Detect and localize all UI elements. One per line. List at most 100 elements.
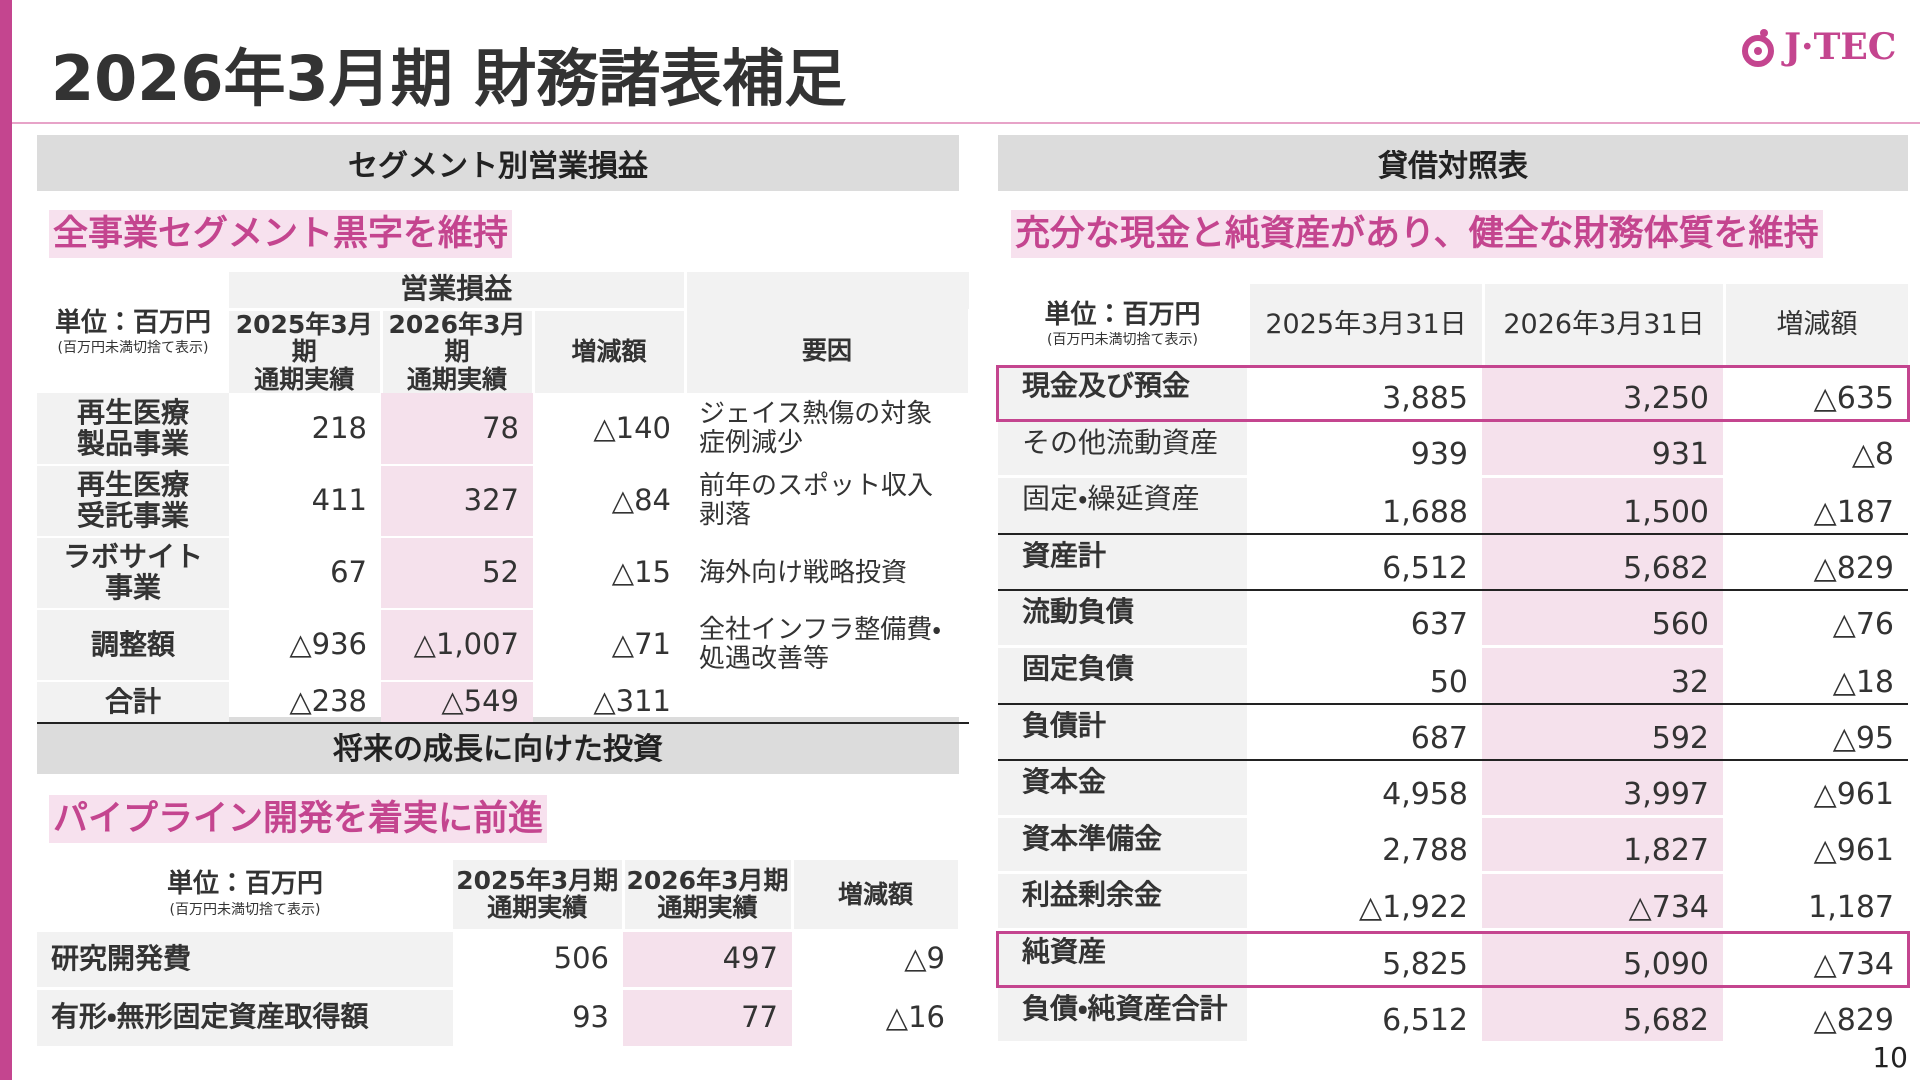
value-cell: 931 [1482, 421, 1723, 479]
value-cell: 52 [381, 537, 533, 609]
data-row: 再生医療 受託事業 411 327 △84 前年のスポット収入 剥落 [37, 465, 969, 538]
row-label: 固定・繰延資産 [998, 478, 1247, 535]
row-label: 合計 [37, 681, 229, 723]
row-label: 純資産 [998, 930, 1247, 988]
data-row: 固定・繰延資産 1,688 1,500 △187 [998, 478, 1908, 535]
column-header: 2026年3月期 通期実績 [381, 309, 535, 393]
value-cell: △9 [904, 941, 945, 976]
data-row: 資産計 6,512 5,682 △829 [998, 534, 1908, 592]
value-cell: △936 [289, 627, 367, 662]
value-cell: 939 [1247, 422, 1482, 479]
unit-label: 単位：百万円 [54, 307, 211, 338]
value-cell: 3,997 [1482, 761, 1723, 818]
value-cell: 93 [572, 999, 609, 1034]
highlighted-row: 純資産 5,825 5,090 △734 [998, 930, 1908, 988]
value-cell: 67 [330, 555, 367, 590]
balance-table: 単位：百万円 (百万円未満切捨て表示) 2025年3月31日 2026年3月31日 増減… [998, 284, 1908, 1045]
section-subtitle: パイプライン開発を着実に前進 [49, 795, 548, 843]
row-label: 再生医療 製品事業 [37, 393, 229, 465]
column-header: 増減額 [533, 309, 687, 393]
row-label: 負債計 [998, 704, 1247, 762]
value-cell: △187 [1723, 478, 1908, 535]
reason-cell: ジェイス熱傷の対象 症例減少 [685, 393, 969, 466]
section-heading: セグメント別営業損益 [37, 135, 959, 191]
value-cell: △18 [1723, 648, 1908, 705]
row-label: 現金及び預金 [998, 365, 1247, 422]
value-cell: 6,512 [1247, 535, 1482, 592]
value-cell: △71 [611, 627, 671, 662]
value-cell: △140 [593, 410, 671, 445]
data-row: 資本金 4,958 3,997 △961 [998, 761, 1908, 818]
data-row: 有形・無形固定資産取得額 93 77 △16 [37, 988, 959, 1046]
value-cell: 4,958 [1247, 761, 1482, 818]
row-label: 資本金 [998, 761, 1247, 818]
value-cell: △734 [1482, 874, 1723, 931]
unit-note: (百万円未満切捨て表示) [169, 901, 321, 918]
data-row: 調整額 △936 △1,007 △71 全社インフラ整備費・ 処遇改善等 [37, 609, 969, 682]
value-cell: △311 [593, 684, 671, 719]
header-row: 単位：百万円 (百万円未満切捨て表示) 2025年3月期 通期実績 2026年3月期 … [37, 860, 961, 930]
highlight-box [996, 365, 1910, 422]
data-row: 再生医療 製品事業 218 78 △140 ジェイス熱傷の対象 症例減少 [37, 393, 969, 466]
row-label: 再生医療 受託事業 [37, 465, 229, 537]
value-cell: 3,250 [1482, 365, 1723, 422]
value-cell: 6,512 [1247, 988, 1482, 1045]
row-label: 資産計 [998, 534, 1247, 592]
row-label: 負債・純資産合計 [998, 987, 1247, 1045]
unit-cell: 単位：百万円 (百万円未満切捨て表示) [37, 860, 453, 930]
highlight-box [996, 930, 1910, 988]
value-cell: 5,090 [1482, 930, 1723, 988]
row-label: 利益剰余金 [998, 874, 1247, 931]
value-cell: △549 [381, 681, 533, 723]
unit-cell: 単位：百万円 (百万円未満切捨て表示) [998, 284, 1247, 365]
value-cell: 497 [623, 930, 792, 988]
accent-bar [0, 0, 12, 1080]
section-heading: 貸借対照表 [998, 135, 1908, 191]
value-cell: 50 [1247, 648, 1482, 705]
row-label: 資本準備金 [998, 817, 1247, 875]
column-header: 2025年3月期 通期実績 [229, 309, 383, 393]
value-cell: 1,688 [1247, 478, 1482, 535]
reason-cell: 前年のスポット収入 剥落 [685, 465, 969, 538]
value-cell: 1,187 [1723, 874, 1908, 931]
page-number: 10 [1872, 1041, 1908, 1074]
value-cell: 1,500 [1482, 478, 1723, 535]
value-cell: △84 [611, 483, 671, 518]
investment-table: 単位：百万円 (百万円未満切捨て表示) 2025年3月期 通期実績 2026年3月期 … [37, 860, 961, 1046]
value-cell: △238 [289, 684, 367, 719]
header-row: 単位：百万円 (百万円未満切捨て表示) 営業損益 [37, 272, 969, 356]
page-title: 2026年3月期 財務諸表補足 [51, 42, 847, 115]
column-header: 増減額 [1723, 284, 1908, 365]
total-row: 合計 △238 △549 △311 [37, 681, 969, 723]
value-cell: △8 [1723, 422, 1908, 479]
reason-cell: 全社インフラ整備費・ 処遇改善等 [685, 609, 969, 682]
unit-note: (百万円未満切捨て表示) [1047, 332, 1198, 349]
segment-table: 単位：百万円 (百万円未満切捨て表示) 営業損益 2025年3月期 通期実績 2026年… [37, 272, 971, 724]
row-label: その他流動資産 [998, 421, 1247, 479]
data-row: 負債計 687 592 △95 [998, 704, 1908, 762]
logo: J·TEC [1740, 26, 1896, 68]
value-cell: △961 [1723, 818, 1908, 875]
header-cell [685, 272, 969, 309]
value-cell: △16 [885, 999, 945, 1034]
value-cell: 560 [1482, 591, 1723, 648]
title-rule [12, 122, 1920, 124]
data-row: 流動負債 637 560 △76 [998, 591, 1908, 648]
column-header: 増減額 [792, 860, 961, 930]
highlighted-row: 現金及び預金 3,885 3,250 △635 [998, 365, 1908, 422]
value-cell: 32 [1482, 647, 1723, 705]
data-row: その他流動資産 939 931 △8 [998, 421, 1908, 479]
column-header: 2025年3月31日 [1247, 284, 1482, 365]
data-row: ラボサイト 事業 67 52 △15 海外向け戦略投資 [37, 537, 969, 610]
value-cell: 506 [553, 941, 609, 976]
value-cell: △829 [1723, 988, 1908, 1045]
data-row: 研究開発費 506 497 △9 [37, 930, 959, 988]
group-header: 営業損益 [229, 272, 687, 311]
value-cell: 78 [381, 393, 533, 465]
column-header: 要因 [685, 309, 971, 393]
value-cell: 5,682 [1482, 534, 1723, 592]
reason-cell: 海外向け戦略投資 [685, 537, 969, 610]
header-row: 単位：百万円 (百万円未満切捨て表示) 2025年3月31日 2026年3月31日 増減… [998, 284, 1908, 365]
column-header: 2026年3月期 通期実績 [623, 860, 794, 930]
value-cell: 687 [1247, 705, 1482, 762]
